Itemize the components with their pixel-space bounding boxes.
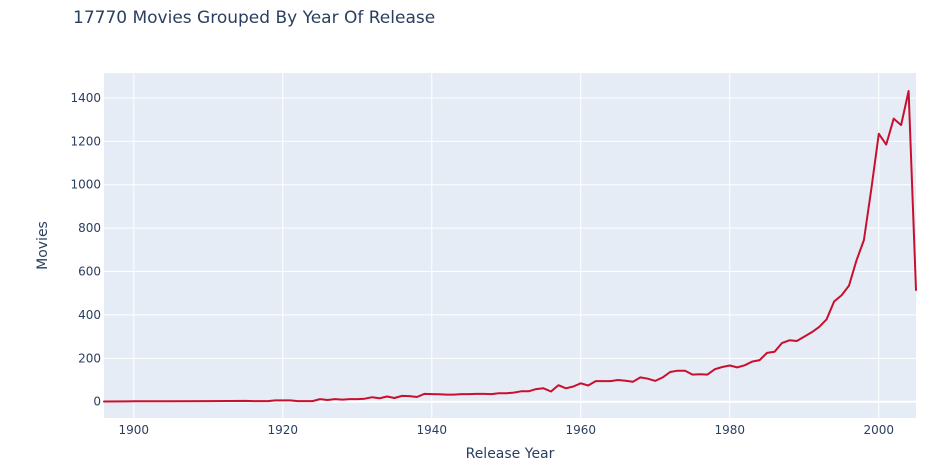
y-tick-label: 200	[78, 351, 101, 365]
y-tick-label: 1200	[70, 134, 101, 148]
y-tick-label: 1000	[70, 178, 101, 192]
plot-area	[104, 73, 916, 418]
y-tick-label: 400	[78, 308, 101, 322]
y-tick-label: 0	[93, 395, 101, 409]
x-tick-label: 2000	[863, 423, 894, 437]
y-tick-label: 600	[78, 265, 101, 279]
x-axis-ticks: 1900 1920 1940 1960 1980 2000	[119, 423, 895, 437]
x-tick-label: 1940	[417, 423, 448, 437]
series-layer	[103, 90, 917, 403]
y-axis-ticks: 0 200 400 600 800 1000 1200 1400	[70, 91, 101, 409]
x-tick-label: 1900	[119, 423, 150, 437]
y-tick-label: 1400	[70, 91, 101, 105]
grid-lines	[104, 73, 916, 418]
x-tick-label: 1960	[565, 423, 596, 437]
series-line	[103, 90, 917, 403]
y-axis-title: Movies	[35, 221, 51, 270]
x-axis-title: Release Year	[466, 446, 555, 462]
x-tick-label: 1980	[714, 423, 745, 437]
y-tick-label: 800	[78, 221, 101, 235]
chart-title: 17770 Movies Grouped By Year Of Release	[73, 8, 435, 28]
x-tick-label: 1920	[268, 423, 299, 437]
